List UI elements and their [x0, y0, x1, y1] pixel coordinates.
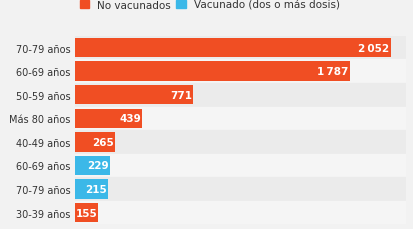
Bar [74, 86, 193, 105]
Bar [74, 131, 405, 154]
Bar [74, 203, 98, 222]
Text: 2 052: 2 052 [357, 44, 389, 53]
Bar [74, 109, 142, 128]
Bar [74, 201, 405, 224]
Text: 155: 155 [75, 208, 97, 218]
Bar [74, 107, 405, 131]
Legend: No vacunados, Vacunado (dos o más dosis): No vacunados, Vacunado (dos o más dosis) [80, 0, 339, 11]
Bar [74, 154, 405, 177]
Text: 229: 229 [87, 161, 108, 171]
Bar [74, 133, 115, 152]
Bar [74, 62, 349, 82]
Bar [74, 180, 107, 199]
Bar [74, 177, 405, 201]
Bar [74, 60, 405, 84]
Text: 771: 771 [170, 90, 192, 100]
Bar [74, 39, 390, 58]
Text: 1 787: 1 787 [316, 67, 348, 77]
Bar [74, 84, 405, 107]
Text: 215: 215 [84, 184, 106, 194]
Text: 439: 439 [119, 114, 140, 124]
Bar [74, 37, 405, 60]
Text: 265: 265 [92, 137, 114, 147]
Bar [74, 156, 109, 175]
